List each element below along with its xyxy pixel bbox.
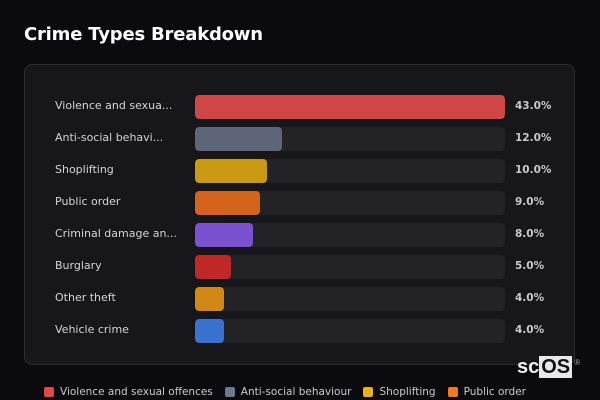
bar-label: Other theft [55, 291, 116, 304]
bar-fill[interactable] [195, 255, 232, 279]
bar-value: 9.0% [515, 196, 545, 208]
bar-row: Burglary 5.0% [25, 255, 574, 279]
bar-row: Public order 9.0% [25, 191, 574, 215]
legend-item[interactable]: Public order [447, 386, 526, 398]
bar-track [195, 319, 505, 343]
bar-track [195, 223, 505, 247]
bar-row: Anti-social behavi... 12.0% [25, 127, 574, 151]
registered-mark: ® [574, 358, 581, 367]
bar-row: Shoplifting 10.0% [25, 159, 574, 183]
legend-swatch-icon [44, 387, 54, 397]
bar-row: Other theft 4.0% [25, 287, 574, 311]
logo-text-highlight: OS [539, 356, 573, 378]
bar-fill[interactable] [195, 127, 282, 151]
bar-row: Criminal damage an... 8.0% [25, 223, 574, 247]
bar-track [195, 127, 505, 151]
bar-row: Violence and sexua... 43.0% [25, 95, 574, 119]
bar-value: 5.0% [515, 260, 545, 272]
bar-value: 4.0% [515, 324, 545, 336]
bar-track [195, 95, 505, 119]
bar-track [195, 287, 505, 311]
bar-value: 8.0% [515, 228, 545, 240]
chart-card: Violence and sexua... 43.0% Anti-social be… [24, 64, 575, 365]
bar-fill[interactable] [195, 159, 268, 183]
bar-label: Criminal damage an... [55, 227, 177, 240]
bar-label: Burglary [55, 259, 102, 272]
bar-track [195, 255, 505, 279]
bar-label: Shoplifting [55, 163, 114, 176]
legend-swatch-icon [224, 387, 235, 397]
bar-fill[interactable] [195, 223, 253, 247]
legend-label: Public order [463, 386, 526, 398]
scos-logo: sc OS ® [517, 356, 580, 378]
chart-title: Crime Types Breakdown [24, 24, 263, 45]
bar-label: Vehicle crime [55, 323, 129, 336]
logo-text: sc [517, 356, 540, 378]
bar-fill[interactable] [195, 95, 505, 119]
bar-fill[interactable] [195, 191, 260, 215]
bar-value: 43.0% [515, 100, 552, 112]
legend-item[interactable]: Anti-social behaviour [224, 386, 352, 398]
bar-value: 4.0% [515, 292, 545, 304]
bar-fill[interactable] [195, 287, 224, 311]
bar-track [195, 159, 505, 183]
legend-swatch-icon [363, 387, 374, 397]
legend-item[interactable]: Violence and sexual offences [44, 386, 213, 398]
bar-label: Anti-social behavi... [55, 131, 164, 144]
bar-label: Public order [55, 195, 121, 208]
legend-label: Shoplifting [379, 386, 436, 398]
legend-label: Violence and sexual offences [60, 386, 213, 398]
bar-value: 12.0% [515, 132, 552, 144]
bar-value: 10.0% [515, 164, 552, 176]
legend-label: Anti-social behaviour [240, 386, 352, 398]
bar-track [195, 191, 505, 215]
bar-label: Violence and sexua... [55, 99, 173, 112]
bar-fill[interactable] [195, 319, 224, 343]
chart-legend: Violence and sexual offences Anti-social … [44, 386, 526, 398]
legend-swatch-icon [447, 387, 458, 397]
legend-item[interactable]: Shoplifting [363, 386, 436, 398]
bar-row: Vehicle crime 4.0% [25, 319, 574, 343]
